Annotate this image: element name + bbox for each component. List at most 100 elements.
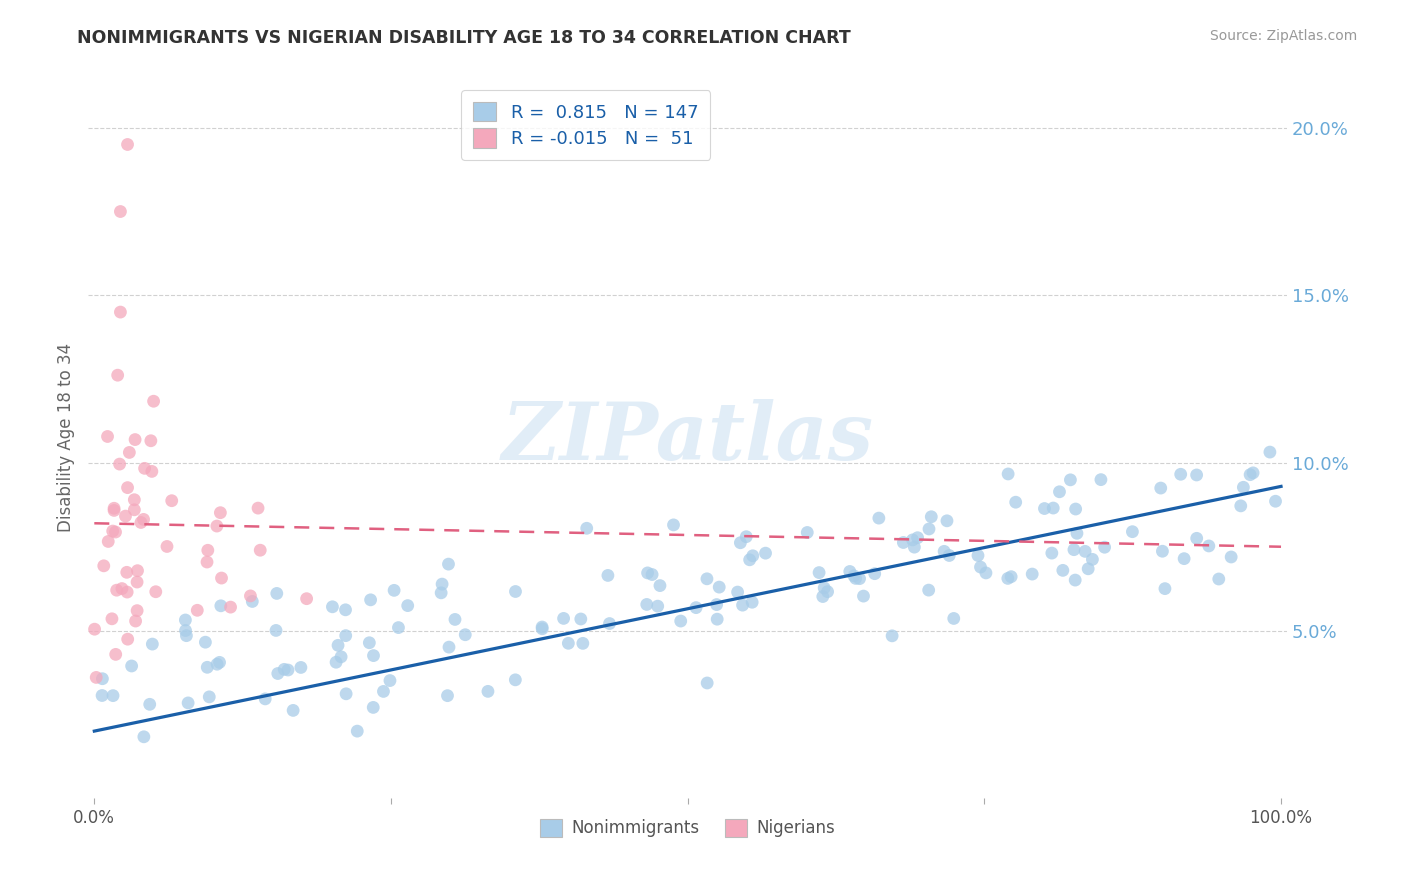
Point: [103, 501, 125, 516]
Point: [599, 616, 621, 631]
Point: [209, 506, 232, 520]
Point: [139, 434, 162, 448]
Point: [430, 586, 453, 600]
Point: [264, 624, 287, 638]
Point: [709, 580, 731, 594]
Point: [124, 614, 146, 628]
Point: [1033, 501, 1056, 516]
Point: [942, 611, 965, 625]
Point: [1258, 445, 1281, 459]
Point: [363, 648, 385, 663]
Point: [277, 663, 299, 677]
Point: [359, 636, 381, 650]
Point: [197, 543, 219, 558]
Point: [198, 690, 221, 704]
Point: [1170, 467, 1192, 482]
Point: [1004, 495, 1026, 509]
Point: [1232, 480, 1254, 494]
Point: [110, 204, 132, 219]
Point: [1185, 467, 1208, 482]
Point: [1094, 540, 1116, 554]
Point: [110, 305, 132, 319]
Point: [129, 516, 152, 530]
Point: [505, 584, 527, 599]
Point: [848, 572, 870, 586]
Point: [811, 590, 834, 604]
Point: [901, 533, 924, 547]
Point: [125, 575, 148, 590]
Point: [101, 689, 124, 703]
Point: [741, 549, 763, 563]
Point: [1052, 563, 1074, 577]
Point: [1264, 494, 1286, 508]
Point: [396, 599, 419, 613]
Point: [596, 568, 619, 582]
Point: [813, 581, 835, 595]
Text: Source: ZipAtlas.com: Source: ZipAtlas.com: [1209, 29, 1357, 43]
Point: [134, 461, 156, 475]
Point: [505, 673, 527, 687]
Point: [817, 584, 839, 599]
Point: [796, 525, 818, 540]
Point: [91, 672, 114, 686]
Point: [1185, 532, 1208, 546]
Point: [531, 622, 554, 636]
Point: [127, 564, 149, 578]
Point: [195, 555, 218, 569]
Point: [387, 621, 409, 635]
Point: [696, 572, 718, 586]
Point: [142, 394, 165, 409]
Point: [194, 635, 217, 649]
Point: [575, 521, 598, 535]
Point: [842, 569, 865, 583]
Point: [174, 613, 197, 627]
Point: [882, 629, 904, 643]
Point: [706, 598, 728, 612]
Point: [863, 566, 886, 581]
Point: [1077, 562, 1099, 576]
Point: [1021, 567, 1043, 582]
Point: [572, 636, 595, 650]
Point: [1063, 542, 1085, 557]
Point: [1040, 546, 1063, 560]
Point: [1064, 502, 1087, 516]
Point: [97, 534, 120, 549]
Point: [437, 557, 460, 571]
Point: [1049, 484, 1071, 499]
Point: [808, 566, 831, 580]
Point: [1064, 573, 1087, 587]
Point: [669, 614, 692, 628]
Point: [838, 565, 860, 579]
Point: [267, 666, 290, 681]
Point: [205, 519, 228, 533]
Point: [1090, 473, 1112, 487]
Point: [101, 524, 124, 538]
Point: [281, 703, 304, 717]
Point: [295, 591, 318, 606]
Point: [121, 659, 143, 673]
Point: [997, 571, 1019, 585]
Point: [378, 673, 401, 688]
Point: [254, 691, 277, 706]
Point: [205, 657, 228, 672]
Point: [907, 531, 929, 545]
Point: [1150, 481, 1173, 495]
Point: [111, 582, 134, 596]
Point: [101, 612, 124, 626]
Point: [893, 535, 915, 549]
Point: [553, 611, 575, 625]
Point: [138, 698, 160, 712]
Point: [706, 612, 728, 626]
Point: [1059, 473, 1081, 487]
Point: [685, 600, 707, 615]
Point: [637, 566, 659, 580]
Point: [177, 696, 200, 710]
Point: [738, 553, 761, 567]
Point: [1121, 524, 1143, 539]
Point: [1220, 549, 1243, 564]
Point: [1066, 526, 1088, 541]
Point: [1208, 572, 1230, 586]
Point: [104, 648, 127, 662]
Point: [918, 522, 941, 536]
Point: [208, 656, 231, 670]
